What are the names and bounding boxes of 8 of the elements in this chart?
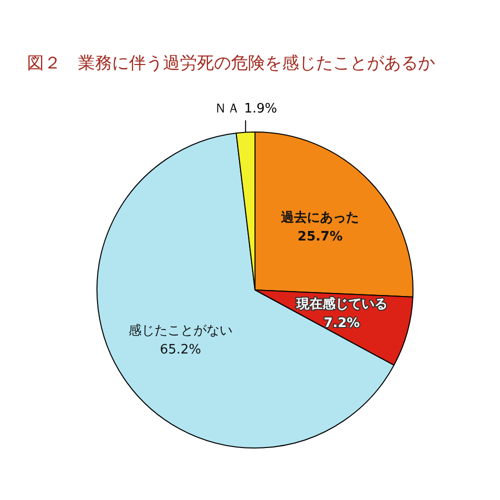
slice-label: ＮＡ 1.9%: [214, 101, 278, 116]
data-label: 25.7%: [298, 230, 343, 245]
slice-label: 感じたことがない: [128, 324, 233, 339]
data-label: 7.2%: [324, 316, 360, 332]
slice-label: 過去にあった: [280, 210, 360, 226]
chart-title: 図２ 業務に伴う過労死の危険を感じたことがあるか: [27, 54, 435, 74]
data-label: 65.2%: [160, 342, 202, 358]
slice-label: 現在感じている: [295, 296, 388, 312]
